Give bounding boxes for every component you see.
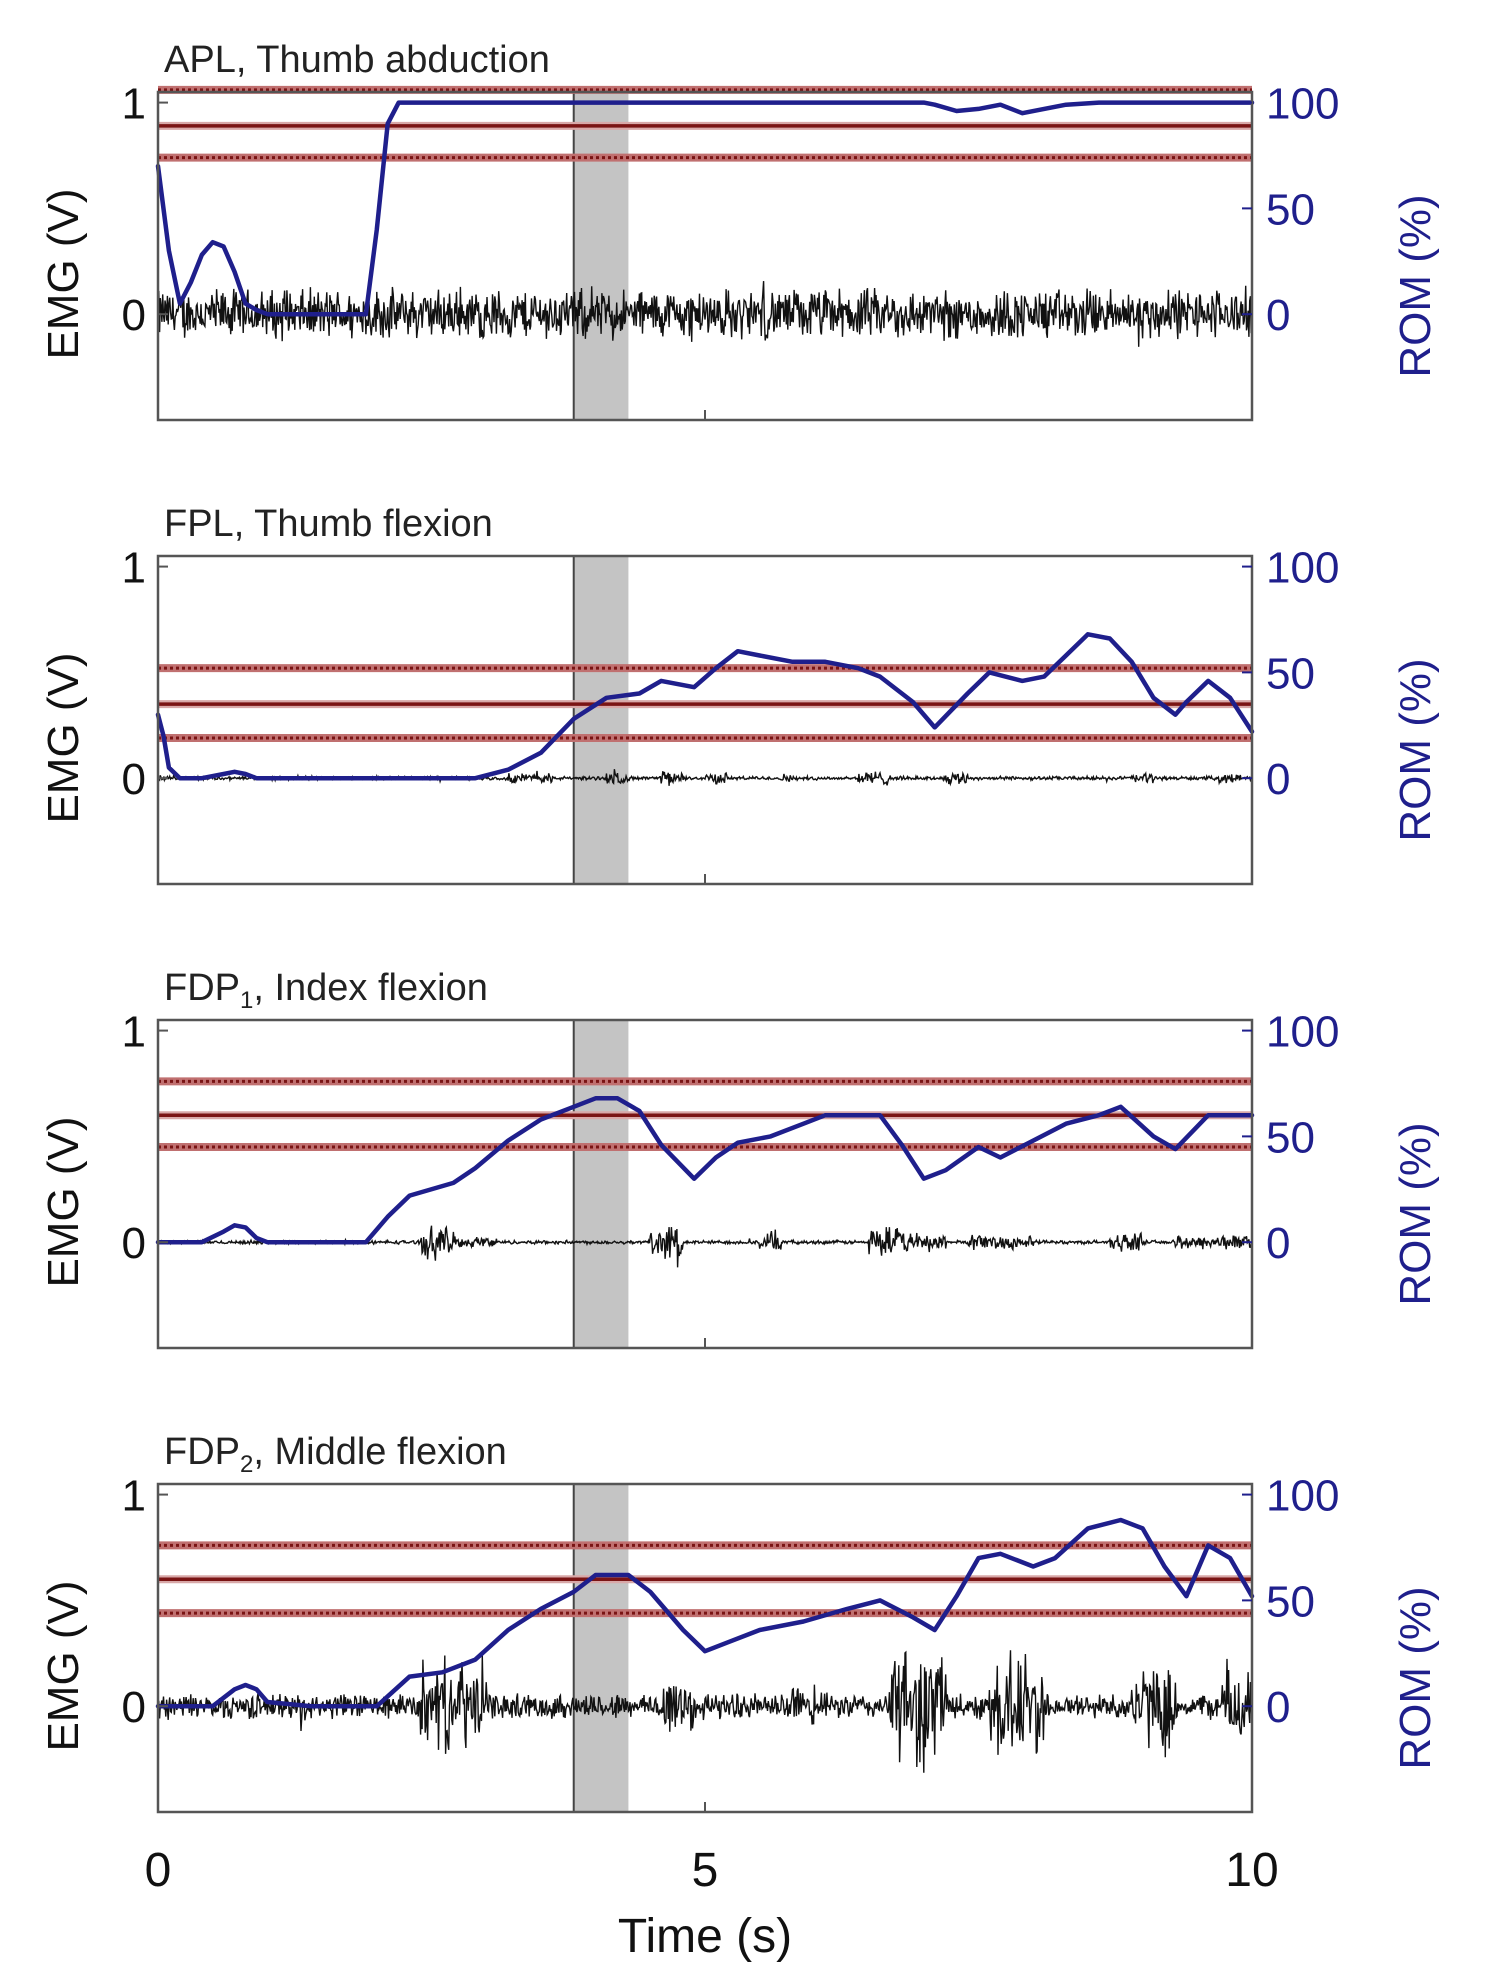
ylabel-left: EMG (V) xyxy=(39,1116,88,1287)
right-tick-label: 50 xyxy=(1266,185,1315,234)
highlight-window xyxy=(573,1484,629,1812)
left-tick-label: 0 xyxy=(122,1683,146,1732)
panel-title: FPL, Thumb flexion xyxy=(164,503,493,545)
right-tick-label: 100 xyxy=(1266,80,1339,129)
ylabel-right: ROM (%) xyxy=(1391,194,1440,377)
axes-box xyxy=(156,554,1254,886)
axes-box xyxy=(156,1018,1254,1350)
right-tick-label: 100 xyxy=(1266,1008,1339,1057)
left-tick-label: 0 xyxy=(122,755,146,804)
rom-trace xyxy=(155,1517,1255,1709)
left-tick-label: 0 xyxy=(122,1219,146,1268)
rom-trace xyxy=(155,100,1255,317)
right-tick-label: 0 xyxy=(1266,755,1290,804)
x-tick-label: 10 xyxy=(1225,1844,1278,1897)
ylabel-right: ROM (%) xyxy=(1391,658,1440,841)
ylabel-left: EMG (V) xyxy=(39,652,88,823)
right-tick-label: 100 xyxy=(1266,1472,1339,1521)
right-tick-label: 50 xyxy=(1266,1577,1315,1626)
right-tick-label: 50 xyxy=(1266,649,1315,698)
x-tick-label: 0 xyxy=(145,1844,172,1897)
left-tick-label: 1 xyxy=(122,1008,146,1057)
highlight-window xyxy=(573,92,629,420)
ylabel-right: ROM (%) xyxy=(1391,1122,1440,1305)
right-tick-label: 0 xyxy=(1266,1219,1290,1268)
panel-2: FPL, Thumb flexion 0 1 0 50 100 EMG (V) ROM (%) xyxy=(39,503,1440,886)
right-tick-label: 0 xyxy=(1266,291,1290,340)
panel-title: APL, Thumb abduction xyxy=(164,39,550,81)
axes-box xyxy=(156,1482,1254,1814)
axes-box xyxy=(156,90,1254,422)
ylabel-left: EMG (V) xyxy=(39,1580,88,1751)
emg-trace xyxy=(157,281,1253,347)
panel-3: FDP1, Index flexion 0 1 0 50 100 EMG (V) ROM (%… xyxy=(39,967,1440,1350)
right-tick-label: 100 xyxy=(1266,544,1339,593)
left-tick-label: 0 xyxy=(122,291,146,340)
left-tick-label: 1 xyxy=(122,80,146,129)
panel-title: FDP1, Index flexion xyxy=(164,967,488,1014)
panel-4: FDP2, Middle flexion 0 1 0 50 100 EMG (V) ROM (… xyxy=(39,1431,1440,1814)
emg-trace xyxy=(157,1650,1253,1773)
x-tick-label: 5 xyxy=(692,1844,719,1897)
rom-trace xyxy=(155,1096,1255,1245)
right-tick-label: 50 xyxy=(1266,1113,1315,1162)
ylabel-right: ROM (%) xyxy=(1391,1586,1440,1769)
panel-1: APL, Thumb abduction 0 1 0 50 100 EMG (V) ROM (… xyxy=(39,39,1440,422)
panel-title: FDP2, Middle flexion xyxy=(164,1431,507,1478)
x-axis-label: Time (s) xyxy=(618,1910,792,1963)
rom-trace xyxy=(155,632,1255,781)
left-tick-label: 1 xyxy=(122,544,146,593)
right-tick-label: 0 xyxy=(1266,1683,1290,1732)
left-tick-label: 1 xyxy=(122,1472,146,1521)
ylabel-left: EMG (V) xyxy=(39,188,88,359)
highlight-window xyxy=(573,556,629,884)
highlight-window xyxy=(573,1020,629,1348)
emg-trace xyxy=(157,1225,1253,1268)
